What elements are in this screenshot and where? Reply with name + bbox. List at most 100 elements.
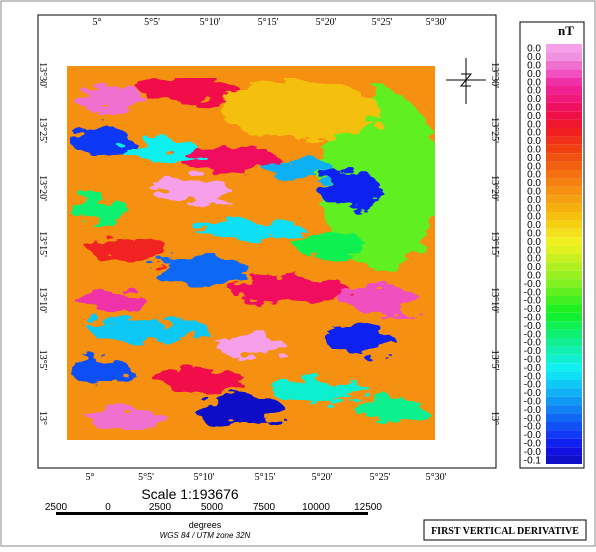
legend-swatch — [546, 44, 582, 53]
legend-swatch — [546, 304, 582, 313]
legend-swatch — [546, 220, 582, 229]
legend-swatch — [546, 170, 582, 179]
legend-swatch — [546, 128, 582, 137]
top-label: 5° — [93, 17, 102, 28]
legend-label: 0.0 — [527, 69, 541, 80]
bottom-label: 5° — [86, 472, 95, 483]
legend-swatch — [546, 438, 582, 448]
scale-unit: degrees — [189, 520, 222, 530]
legend-swatch — [546, 380, 582, 389]
legend-label: -0.0 — [524, 296, 542, 307]
legend-swatch — [546, 94, 582, 103]
legend-swatch — [546, 422, 582, 431]
legend-swatch — [546, 388, 582, 397]
legend-swatch — [546, 136, 582, 145]
title-box — [423, 519, 587, 541]
legend-label: -0.0 — [524, 313, 542, 324]
right-label: 13° — [489, 411, 500, 425]
legend-label: 0.0 — [527, 195, 541, 206]
legend-label: -0.0 — [524, 346, 542, 357]
legend-label: -0.0 — [524, 422, 542, 433]
legend-swatch — [546, 262, 582, 271]
bottom-label: 5°20' — [312, 472, 333, 483]
legend-swatch — [546, 161, 582, 170]
legend-label: -0.0 — [524, 447, 542, 458]
bottom-label: 5°25' — [370, 472, 391, 483]
legend-label: -0.1 — [524, 455, 542, 466]
left-label: 13°25' — [37, 117, 48, 143]
legend-label: -0.0 — [524, 371, 542, 382]
legend-label: -0.0 — [524, 279, 542, 290]
legend-swatch — [546, 430, 582, 439]
legend-swatch — [546, 52, 582, 61]
legend-label: 0.0 — [527, 262, 541, 273]
left-label: 13° — [37, 411, 48, 425]
legend-label: -0.0 — [524, 430, 542, 441]
left-label: 13°10' — [37, 287, 48, 313]
right-label: 13°15' — [489, 231, 500, 257]
legend-swatch — [546, 405, 582, 414]
legend-label: 0.0 — [527, 94, 541, 105]
legend-label: 0.0 — [527, 136, 541, 147]
legend-label: 0.0 — [527, 119, 541, 130]
legend-label: -0.0 — [524, 439, 542, 450]
right-label: 13°5' — [489, 350, 500, 371]
legend-swatch — [546, 212, 582, 221]
legend-swatch — [546, 371, 582, 380]
legend-label: 0.0 — [527, 245, 541, 256]
legend-label: 0.0 — [527, 254, 541, 265]
legend-label: 0.0 — [527, 212, 541, 223]
legend-label: -0.0 — [524, 287, 542, 298]
legend-label: 0.0 — [527, 229, 541, 240]
legend-title: nT — [558, 23, 574, 38]
legend-swatch — [546, 77, 582, 86]
top-label: 5°10' — [200, 17, 221, 28]
scale-tick: 0 — [105, 502, 111, 513]
legend-swatch — [546, 111, 582, 120]
legend-swatch — [546, 228, 582, 238]
legend-label: 0.0 — [527, 145, 541, 156]
legend-label: -0.0 — [524, 355, 542, 366]
legend-label: 0.0 — [527, 86, 541, 97]
legend-label: 0.0 — [527, 170, 541, 181]
magnetic-raster — [67, 66, 435, 440]
legend-swatch — [546, 296, 582, 305]
legend-swatch — [546, 86, 582, 95]
legend-swatch — [546, 119, 582, 128]
legend-swatch — [546, 354, 582, 364]
bottom-label: 5°5' — [138, 472, 154, 483]
bottom-label: 5°30' — [426, 472, 447, 483]
scale-tick: 2500 — [149, 502, 172, 513]
legend-swatch — [546, 60, 582, 70]
scale-tick: 12500 — [354, 502, 382, 513]
right-label: 13°30' — [489, 62, 500, 88]
legend-swatch — [546, 279, 582, 288]
legend-label: 0.0 — [527, 77, 541, 88]
legend-label: 0.0 — [527, 52, 541, 63]
legend-label: 0.0 — [527, 237, 541, 248]
scale-tick: 7500 — [253, 502, 276, 513]
north-arrow — [446, 58, 486, 104]
top-label: 5°20' — [316, 17, 337, 28]
bottom-label: 5°15' — [255, 472, 276, 483]
legend-label: -0.0 — [524, 329, 542, 340]
legend-label: 0.0 — [527, 111, 541, 122]
map-frame — [37, 14, 497, 469]
legend-label: 0.0 — [527, 161, 541, 172]
legend-swatch — [546, 396, 582, 406]
legend-label: -0.0 — [524, 304, 542, 315]
legend-label: 0.0 — [527, 220, 541, 231]
scale-tick: 10000 — [302, 502, 330, 513]
legend-swatch — [546, 69, 582, 78]
scale-tick: 5000 — [201, 502, 224, 513]
top-label: 5°25' — [372, 17, 393, 28]
legend-swatch — [546, 254, 582, 263]
legend-swatch — [546, 321, 582, 330]
legend-swatch — [546, 245, 582, 254]
bottom-label: 5°10' — [194, 472, 215, 483]
legend-label: 0.0 — [527, 203, 541, 214]
legend-label: -0.0 — [524, 388, 542, 399]
left-label: 13°5' — [37, 350, 48, 371]
legend-label: -0.0 — [524, 338, 542, 349]
